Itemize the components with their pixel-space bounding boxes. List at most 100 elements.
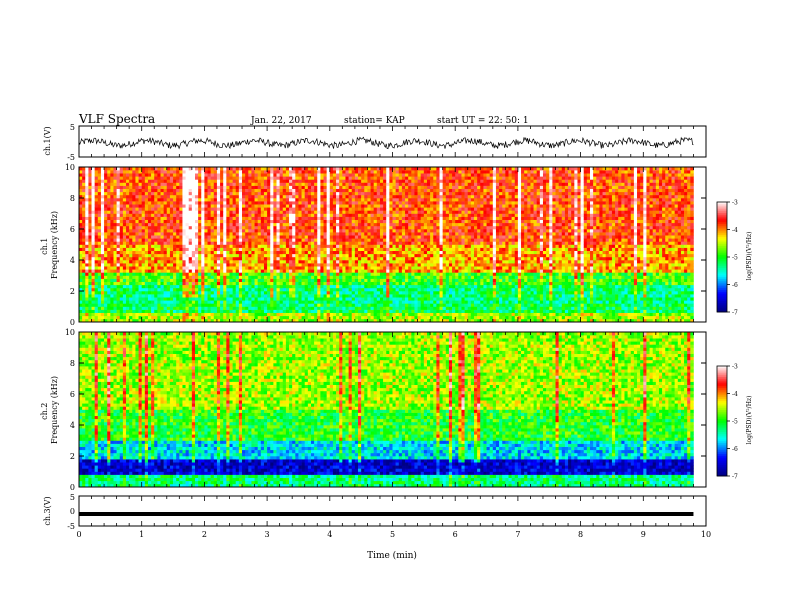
spectrogram-cell	[273, 198, 277, 202]
spectrogram-cell	[154, 238, 158, 242]
spectrogram-cell	[220, 238, 224, 242]
spectrogram-cell	[132, 238, 136, 242]
spectrogram-cell	[201, 225, 205, 230]
spectrogram-cell	[367, 238, 371, 242]
spectrogram-cell	[373, 263, 378, 267]
spectrogram-cell	[323, 241, 327, 245]
spectrogram-cell	[220, 284, 224, 289]
spectrogram-cell	[147, 170, 152, 174]
spectrogram-cell	[216, 250, 221, 255]
spectrogram-cell	[235, 204, 240, 208]
spectrogram-cell	[257, 272, 262, 276]
spectrogram-cell	[188, 173, 193, 177]
spectrogram-cell	[358, 241, 362, 245]
spectrogram-cell	[201, 253, 205, 258]
spectrogram-cell	[245, 173, 249, 177]
spectrogram-cell	[173, 281, 177, 286]
spectrogram-cell	[314, 210, 318, 214]
spectrogram-cell	[160, 179, 164, 183]
spectrogram-cell	[169, 318, 174, 322]
spectrogram-cell	[182, 167, 186, 171]
spectrogram-cell	[229, 266, 233, 270]
spectrogram-cell	[216, 219, 221, 224]
spectrogram-cell	[329, 303, 334, 307]
spectrogram-cell	[185, 213, 190, 217]
spectrogram-cell	[113, 235, 117, 239]
spectrogram-cell	[361, 229, 365, 233]
spectrogram-cell	[342, 188, 346, 193]
spectrogram-cell	[370, 207, 374, 211]
spectrogram-cell	[289, 266, 293, 270]
spectrogram-cell	[304, 256, 309, 261]
spectrogram-cell	[373, 238, 378, 242]
spectrogram-cell	[147, 219, 152, 224]
spectrogram-cell	[91, 225, 95, 230]
spectrogram-cell	[201, 300, 205, 304]
spectrogram-cell	[182, 272, 186, 276]
spectrogram-cell	[317, 241, 321, 245]
spectrogram-cell	[113, 204, 117, 208]
spectrogram-cell	[182, 250, 186, 255]
spectrogram-cell	[135, 260, 139, 264]
spectrogram-cell	[151, 185, 155, 189]
spectrogram-cell	[345, 201, 349, 205]
spectrogram-cell	[201, 266, 205, 270]
spectrogram-cell	[201, 241, 205, 245]
spectrogram-cell	[229, 309, 233, 313]
spectrogram-cell	[245, 185, 249, 189]
spectrogram-cell	[270, 291, 274, 295]
spectrogram-cell	[351, 278, 356, 282]
spectrogram-cell	[326, 294, 331, 298]
spectrogram-cell	[235, 210, 240, 214]
spectrogram-cell	[248, 173, 252, 177]
spectrogram-cell	[220, 312, 224, 317]
spectrogram-cell	[129, 300, 133, 304]
spectrogram-cell	[339, 250, 343, 255]
spectrogram-cell	[97, 232, 102, 236]
spectrogram-cell	[179, 266, 183, 270]
spectrogram-cell	[113, 244, 117, 248]
spectrogram-cell	[126, 244, 130, 248]
spectrogram-cell	[88, 182, 92, 186]
spectrogram-cell	[119, 306, 124, 310]
spectrogram-cell	[129, 256, 133, 261]
spectrogram-cell	[135, 188, 139, 193]
spectrogram-cell	[383, 244, 387, 248]
spectrogram-cell	[282, 188, 287, 193]
spectrogram-cell	[379, 306, 384, 310]
spectrogram-cell	[336, 247, 340, 251]
spectrogram-cell	[257, 287, 262, 292]
spectrogram-cell	[304, 207, 309, 211]
spectrogram-cell	[116, 272, 121, 276]
spectrogram-cell	[326, 287, 331, 292]
spectrogram-cell	[79, 219, 83, 224]
spectrogram-cell	[339, 182, 343, 186]
spectrogram-cell	[204, 263, 208, 267]
spectrogram-cell	[176, 213, 180, 217]
spectrogram-cell	[210, 167, 215, 171]
spectrogram-cell	[135, 241, 139, 245]
spectrogram-cell	[122, 219, 127, 224]
spectrogram-cell	[282, 300, 287, 304]
spectrogram-cell	[379, 269, 384, 273]
spectrogram-cell	[91, 235, 95, 239]
spectrogram-cell	[270, 176, 274, 180]
spectrogram-cell	[354, 216, 359, 220]
spectrogram-cell	[188, 201, 193, 205]
spectrogram-cell	[100, 216, 105, 220]
spectrogram-cell	[198, 287, 202, 292]
spectrogram-cell	[204, 225, 208, 230]
spectrogram-cell	[332, 272, 337, 276]
spectrogram-cell	[248, 253, 252, 258]
spectrogram-cell	[97, 269, 102, 273]
spectrogram-cell	[201, 170, 205, 174]
spectrogram-cell	[345, 167, 349, 171]
spectrogram-cell	[198, 225, 202, 230]
spectrogram-cell	[354, 291, 359, 295]
spectrogram-cell	[270, 167, 274, 171]
spectrogram-cell	[213, 318, 218, 322]
spectrogram-cell	[157, 235, 161, 239]
spectrogram-cell	[373, 176, 378, 180]
spectrogram-cell	[342, 303, 346, 307]
spectrogram-cell	[301, 219, 306, 224]
